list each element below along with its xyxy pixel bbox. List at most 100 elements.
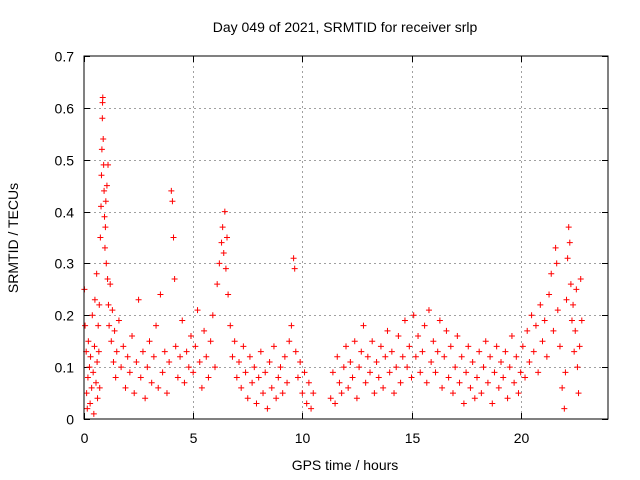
data-point	[364, 353, 371, 360]
data-point	[222, 265, 229, 272]
data-point	[284, 379, 291, 386]
data-point	[99, 115, 106, 122]
data-point	[428, 358, 435, 365]
data-point	[423, 379, 430, 386]
data-point	[251, 364, 258, 371]
data-point	[83, 390, 90, 397]
y-tick-label: 0.7	[55, 49, 75, 65]
data-point	[375, 374, 382, 381]
data-point	[388, 348, 395, 355]
data-point	[439, 384, 446, 391]
data-point	[553, 260, 560, 267]
data-point	[201, 327, 208, 334]
y-tick-label: 0.6	[55, 101, 75, 117]
data-point	[386, 369, 393, 376]
data-point	[382, 353, 389, 360]
data-point	[506, 364, 513, 371]
data-point	[559, 384, 566, 391]
data-point	[115, 317, 122, 324]
data-point	[135, 296, 142, 303]
data-point	[99, 94, 106, 101]
data-point	[563, 296, 570, 303]
data-point	[432, 369, 439, 376]
data-point	[291, 265, 298, 272]
data-point	[95, 322, 102, 329]
data-point	[216, 260, 223, 267]
data-point	[578, 317, 585, 324]
data-point	[573, 286, 580, 293]
data-point	[436, 317, 443, 324]
data-point	[425, 307, 432, 314]
data-point	[181, 379, 188, 386]
x-tick-label: 0	[81, 430, 89, 446]
data-point	[445, 374, 452, 381]
data-point	[142, 395, 149, 402]
data-point	[183, 348, 190, 355]
x-tick-label: 20	[514, 430, 530, 446]
data-point	[144, 364, 151, 371]
data-point	[362, 379, 369, 386]
data-point	[491, 369, 498, 376]
data-point	[108, 338, 115, 345]
data-point	[345, 384, 352, 391]
data-point	[231, 338, 238, 345]
data-point	[546, 291, 553, 298]
x-tick-label: 15	[405, 430, 421, 446]
data-point	[102, 224, 109, 231]
data-point	[290, 255, 297, 262]
data-point	[338, 390, 345, 397]
data-point	[146, 338, 153, 345]
data-point	[504, 395, 511, 402]
data-point	[478, 390, 485, 397]
data-point	[93, 270, 100, 277]
data-point	[384, 327, 391, 334]
data-point	[562, 369, 569, 376]
data-point	[408, 374, 415, 381]
data-point	[172, 343, 179, 350]
data-point	[548, 270, 555, 277]
data-point	[294, 374, 301, 381]
data-point	[155, 384, 162, 391]
data-point	[221, 208, 228, 215]
data-point	[153, 322, 160, 329]
data-point	[273, 395, 280, 402]
data-point	[91, 296, 98, 303]
y-tick-label: 0.5	[55, 153, 75, 169]
data-point	[97, 234, 104, 241]
data-point	[187, 333, 194, 340]
data-point	[443, 327, 450, 334]
data-point	[95, 348, 102, 355]
data-point	[412, 353, 419, 360]
data-point	[240, 343, 247, 350]
data-point	[212, 364, 218, 371]
data-point	[159, 369, 166, 376]
data-point	[82, 322, 89, 329]
data-point	[227, 322, 234, 329]
data-point	[157, 291, 164, 298]
data-point	[262, 369, 269, 376]
data-point	[456, 379, 463, 386]
data-point	[207, 338, 214, 345]
axis-ticks: 0 0.1 0.2 0.3 0.4 0.5 0.6 0.7 0 5 10 15 20	[55, 49, 608, 446]
data-point	[541, 317, 548, 324]
data-point	[395, 333, 402, 340]
data-point	[508, 333, 515, 340]
data-point	[570, 301, 577, 308]
data-point	[397, 379, 404, 386]
data-point	[449, 390, 456, 397]
data-point	[500, 374, 507, 381]
data-point	[238, 384, 245, 391]
data-point	[498, 358, 505, 365]
data-point	[101, 213, 108, 220]
data-point	[244, 395, 251, 402]
data-point	[229, 353, 236, 360]
data-point	[484, 379, 491, 386]
data-point	[279, 390, 286, 397]
data-point	[511, 379, 518, 386]
data-point	[419, 348, 426, 355]
data-point	[299, 390, 306, 397]
data-point	[571, 348, 578, 355]
data-point	[85, 338, 92, 345]
data-point	[452, 364, 459, 371]
